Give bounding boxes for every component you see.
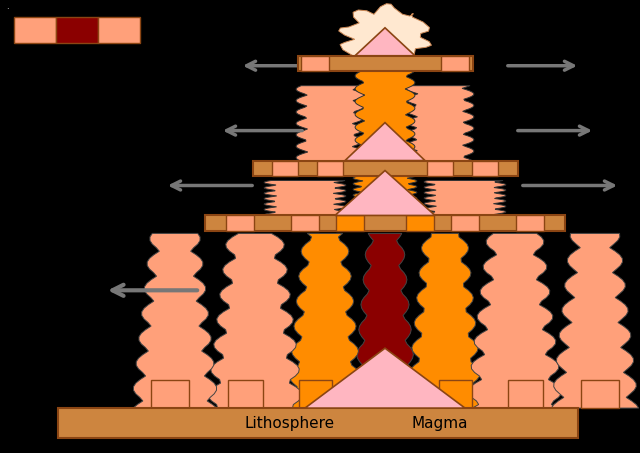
Bar [291,216,319,231]
Bar [98,17,140,43]
Text: .: . [6,2,8,11]
Bar [581,380,619,408]
Bar [272,160,298,175]
Polygon shape [355,71,415,160]
Bar [298,380,332,408]
Polygon shape [305,348,465,408]
Bar [14,17,56,43]
Bar [151,380,189,408]
Bar [205,216,565,231]
Polygon shape [424,180,506,218]
Polygon shape [406,86,474,165]
Bar [58,408,578,438]
Polygon shape [345,123,425,160]
Text: Magma: Magma [412,415,468,430]
Polygon shape [208,233,302,408]
Polygon shape [353,175,417,216]
Bar [336,216,364,231]
Polygon shape [133,233,217,408]
Polygon shape [264,180,346,218]
Bar [226,216,254,231]
Bar [451,216,479,231]
Bar [301,56,329,71]
Bar [472,160,498,175]
Polygon shape [468,233,562,408]
Polygon shape [296,86,364,165]
Polygon shape [287,233,364,408]
Bar [427,160,453,175]
Polygon shape [407,233,483,408]
Bar [406,216,434,231]
Bar [516,216,544,231]
Bar [441,56,469,71]
Bar [253,160,518,175]
Polygon shape [335,170,435,216]
Text: Lithosphere: Lithosphere [245,415,335,430]
Bar [56,17,98,43]
Polygon shape [339,4,431,71]
Bar [227,380,262,408]
Bar [298,56,472,71]
Polygon shape [551,233,639,408]
Polygon shape [353,233,418,408]
Polygon shape [355,28,415,56]
Bar [317,160,343,175]
Bar [508,380,543,408]
Bar [438,380,472,408]
